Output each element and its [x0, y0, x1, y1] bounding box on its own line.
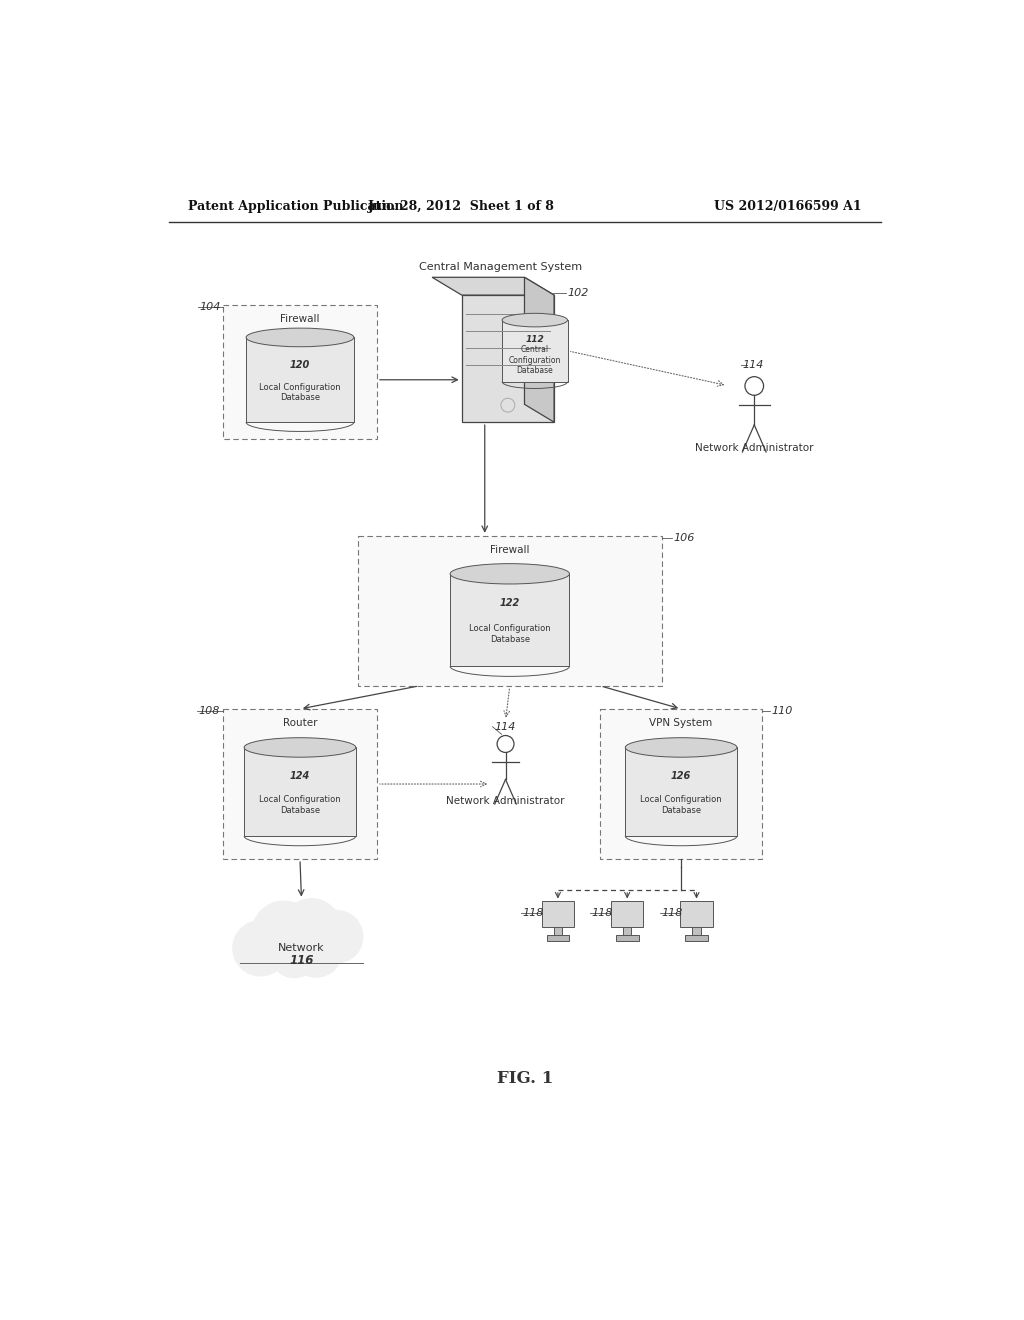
Bar [626, 747, 737, 836]
Text: Local Configuration
Database: Local Configuration Database [469, 624, 551, 644]
Bar [685, 935, 708, 941]
Circle shape [310, 911, 362, 964]
Text: 118: 118 [592, 908, 613, 919]
Text: 106: 106 [674, 533, 695, 543]
Text: 126: 126 [671, 771, 691, 781]
Bar [502, 321, 567, 381]
Text: 102: 102 [568, 288, 589, 298]
Text: Central
Configuration
Database: Central Configuration Database [509, 346, 561, 375]
Text: 118: 118 [522, 908, 544, 919]
Text: Local Configuration
Database: Local Configuration Database [259, 383, 341, 403]
Circle shape [270, 931, 317, 978]
Bar [624, 928, 631, 935]
Text: Patent Application Publication: Patent Application Publication [188, 199, 403, 213]
Text: Central Management System: Central Management System [419, 263, 582, 272]
Text: Network: Network [279, 942, 325, 953]
Ellipse shape [244, 738, 355, 758]
Ellipse shape [502, 313, 567, 327]
Text: 114: 114 [494, 722, 515, 731]
Text: Local Configuration
Database: Local Configuration Database [640, 796, 722, 814]
Bar [357, 536, 662, 686]
Text: Firewall: Firewall [490, 545, 529, 554]
Text: 118: 118 [662, 908, 682, 919]
Text: 104: 104 [200, 302, 221, 312]
Text: VPN System: VPN System [649, 718, 713, 729]
Bar [244, 747, 355, 836]
Text: 120: 120 [290, 359, 310, 370]
Polygon shape [524, 277, 554, 422]
Text: 114: 114 [742, 360, 764, 370]
Bar [680, 902, 713, 928]
Text: 112: 112 [525, 335, 544, 345]
Text: 108: 108 [199, 706, 220, 717]
Circle shape [283, 899, 341, 957]
Text: 110: 110 [771, 706, 793, 717]
Circle shape [290, 924, 342, 977]
Polygon shape [432, 277, 554, 296]
Bar [547, 935, 569, 941]
Text: Network Administrator: Network Administrator [695, 444, 813, 453]
Text: 122: 122 [500, 598, 520, 609]
Bar [246, 338, 354, 422]
Text: Local Configuration
Database: Local Configuration Database [259, 796, 341, 814]
Text: US 2012/0166599 A1: US 2012/0166599 A1 [715, 199, 862, 213]
Ellipse shape [451, 564, 569, 583]
Bar [223, 709, 377, 859]
Bar [554, 928, 562, 935]
Bar [462, 296, 554, 422]
Bar [600, 709, 762, 859]
Bar [451, 574, 569, 667]
Ellipse shape [626, 738, 737, 758]
Bar [542, 902, 574, 928]
Text: Router: Router [283, 718, 317, 729]
Ellipse shape [246, 329, 354, 347]
Bar [223, 305, 377, 440]
Circle shape [232, 920, 289, 975]
Text: 116: 116 [290, 954, 313, 968]
Bar [615, 935, 639, 941]
Bar [611, 902, 643, 928]
Bar [692, 928, 700, 935]
Text: Network Administrator: Network Administrator [446, 796, 565, 807]
Text: Jun. 28, 2012  Sheet 1 of 8: Jun. 28, 2012 Sheet 1 of 8 [369, 199, 555, 213]
Circle shape [252, 902, 316, 965]
Text: 124: 124 [290, 771, 310, 781]
Text: Firewall: Firewall [281, 314, 319, 323]
Text: FIG. 1: FIG. 1 [497, 1071, 553, 1088]
